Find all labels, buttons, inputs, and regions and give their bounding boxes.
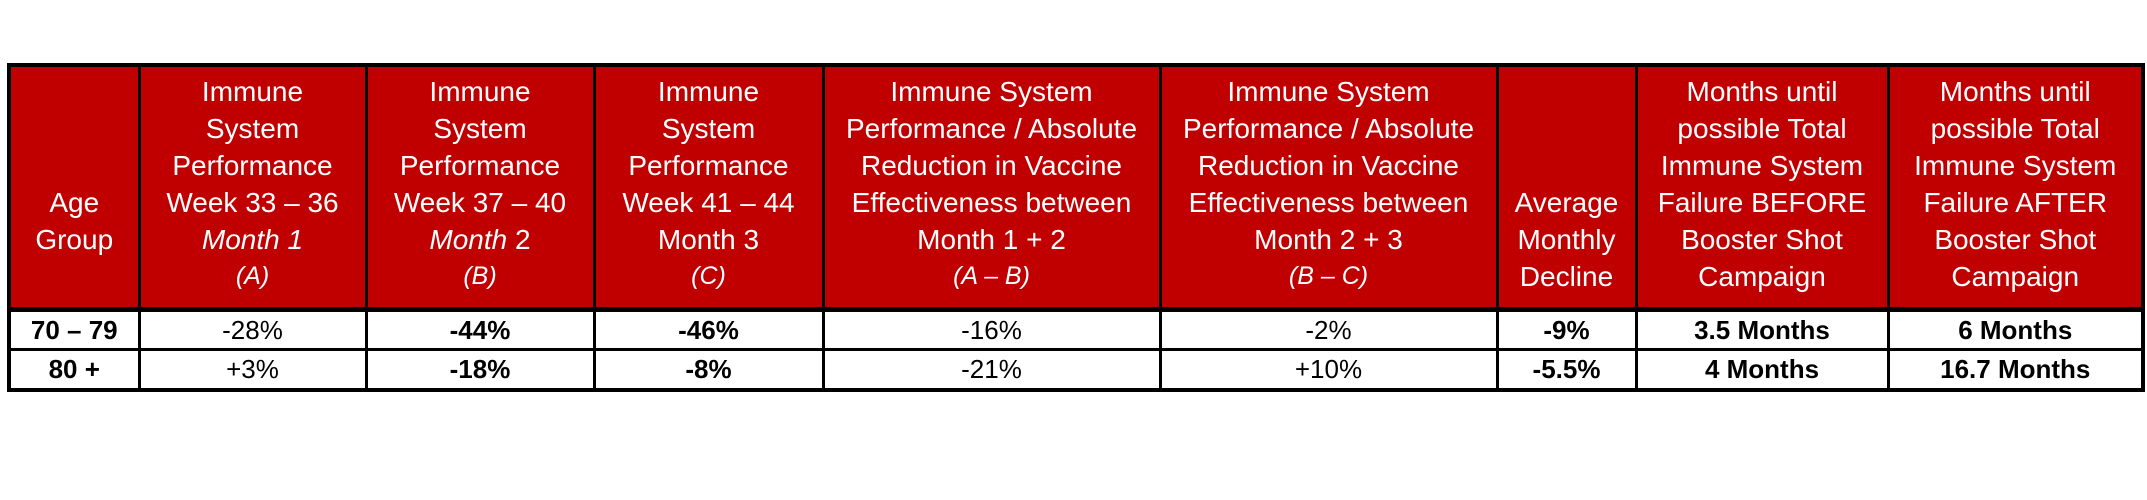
cell-before-booster: 3.5 Months bbox=[1634, 308, 1890, 351]
cell-diff-b-c: +10% bbox=[1158, 348, 1499, 391]
cell-before-booster: 4 Months bbox=[1634, 348, 1890, 391]
col-header-average-monthly-decline: Average Monthly Decline bbox=[1495, 63, 1638, 312]
cell-month2: -18% bbox=[364, 348, 596, 391]
col-header-week-41-44: Immune System Performance Week 41 – 44 M… bbox=[592, 63, 825, 312]
cell-age-group: 70 – 79 bbox=[7, 308, 141, 351]
col-header-week-33-36: Immune System Performance Week 33 – 36 M… bbox=[137, 63, 368, 312]
cell-month3: -8% bbox=[592, 348, 825, 391]
header-row: Age Group Immune System Performance Week… bbox=[7, 63, 2145, 312]
header-code-b-c: (B – C) bbox=[1288, 262, 1369, 290]
table-row-80-plus: 80 + +3% -18% -8% -21% +10% -5.5% 4 Mont… bbox=[7, 348, 2145, 391]
col-header-reduction-b-c: Immune System Performance / Absolute Red… bbox=[1158, 63, 1499, 312]
cell-month1: +3% bbox=[137, 348, 368, 391]
cell-month2: -44% bbox=[364, 308, 596, 351]
immune-performance-table: Age Group Immune System Performance Week… bbox=[7, 63, 2145, 392]
cell-month1: -28% bbox=[137, 308, 368, 351]
header-label: Months until possible Total Immune Syste… bbox=[1914, 76, 2117, 292]
header-label: Age Group bbox=[35, 187, 114, 255]
header-code-b: (B) bbox=[463, 262, 497, 290]
header-label: Average Monthly Decline bbox=[1514, 187, 1619, 292]
cell-diff-b-c: -2% bbox=[1158, 308, 1499, 351]
header-label: Immune System Performance Week 41 – 44 M… bbox=[622, 76, 795, 255]
cell-diff-a-b: -16% bbox=[821, 308, 1162, 351]
cell-after-booster: 16.7 Months bbox=[1886, 348, 2145, 391]
header-code-a: (A) bbox=[235, 262, 270, 290]
table-row-70-79: 70 – 79 -28% -44% -46% -16% -2% -9% 3.5 … bbox=[7, 308, 2145, 351]
col-header-failure-after-booster: Months until possible Total Immune Syste… bbox=[1886, 63, 2145, 312]
cell-avg-decline: -9% bbox=[1495, 308, 1638, 351]
header-month-line: Month 1 bbox=[201, 224, 304, 255]
header-label: Immune System Performance Week 37 – 40 bbox=[393, 76, 567, 218]
header-month-line: Month 2 bbox=[429, 224, 531, 255]
cell-month3: -46% bbox=[592, 308, 825, 351]
col-header-failure-before-booster: Months until possible Total Immune Syste… bbox=[1634, 63, 1890, 312]
header-label: Immune System Performance / Absolute Red… bbox=[1182, 76, 1475, 255]
header-label: Months until possible Total Immune Syste… bbox=[1657, 76, 1867, 292]
cell-age-group: 80 + bbox=[7, 348, 141, 391]
col-header-age-group: Age Group bbox=[7, 63, 141, 312]
cell-avg-decline: -5.5% bbox=[1495, 348, 1638, 391]
cell-diff-a-b: -21% bbox=[821, 348, 1162, 391]
header-label: Immune System Performance / Absolute Red… bbox=[845, 76, 1138, 255]
col-header-reduction-a-b: Immune System Performance / Absolute Red… bbox=[821, 63, 1162, 312]
header-code-a-b: (A – B) bbox=[953, 262, 1030, 290]
header-code-c: (C) bbox=[691, 262, 726, 290]
cell-after-booster: 6 Months bbox=[1886, 308, 2145, 351]
col-header-week-37-40: Immune System Performance Week 37 – 40 M… bbox=[364, 63, 596, 312]
header-label: Immune System Performance Week 33 – 36 bbox=[166, 76, 339, 218]
